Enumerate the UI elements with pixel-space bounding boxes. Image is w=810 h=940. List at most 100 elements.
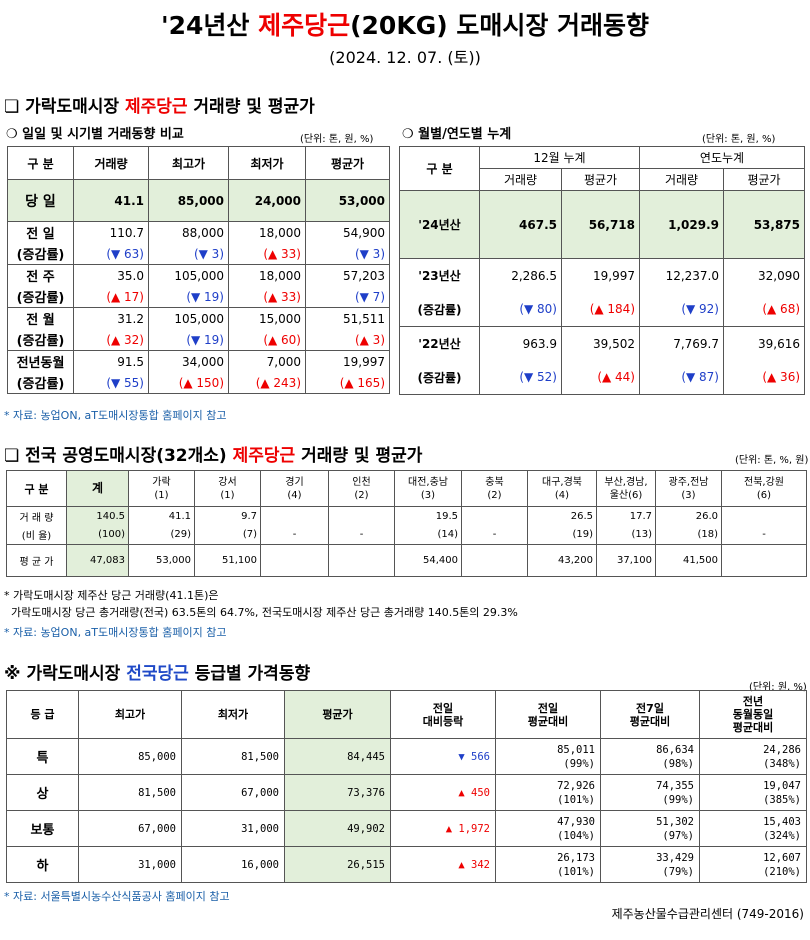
decrease-value: (▼ 19) — [148, 329, 229, 351]
volume-cell: 140.5 — [66, 506, 129, 526]
row-value: 34,000 — [148, 350, 229, 372]
section2-source: * 자료: 농업ON, aT도매시장통합 홈페이지 참고 — [4, 626, 227, 639]
prev-week-compare: 33,429 (79%) — [600, 846, 700, 883]
col-header: 등 급 — [6, 690, 79, 739]
max-price: 67,000 — [78, 810, 182, 847]
national-market-table: 구 분 계 가락 (1) 강서 (1) 경기 (4) 인천 (2) 대전,충남 (3) 충북 (2) 대구… — [6, 470, 807, 577]
col-header: 전일 대비등락 — [390, 690, 496, 739]
group-header-year: 연도누계 — [638, 146, 806, 169]
col-header: 구 분 — [6, 470, 67, 507]
ratio-cell: (100) — [66, 525, 129, 545]
change-row: (증감률) (▲ 32) (▼ 19) (▲ 60) (▲ 3) — [7, 329, 390, 351]
volume-cell: 17.7 — [596, 506, 656, 526]
row-label: 거 래 량 — [6, 506, 67, 526]
market-count: (2) — [354, 489, 369, 501]
compare-percent: (101%) — [557, 793, 595, 806]
change-row: (증감률) (▼ 52) (▲ 44) (▼ 87) (▲ 36) — [399, 360, 806, 395]
market-count: (6) — [756, 489, 772, 501]
region-header: 가락 (1) — [128, 470, 195, 507]
region-name: 광주,전남 — [668, 476, 709, 488]
increase-value: (▲ 184) — [561, 292, 640, 327]
volume-cell — [260, 506, 329, 526]
increase-value: (▲ 68) — [722, 292, 806, 327]
increase-value: (▲ 165) — [305, 372, 390, 394]
compare-price: 74,355 — [656, 779, 694, 792]
compare-price: 86,634 — [656, 743, 694, 756]
ratio-cell: - — [328, 525, 395, 545]
prev-year-compare: 19,047 (385%) — [699, 774, 807, 811]
volume-cell: 41.1 — [128, 506, 195, 526]
row-value: 31.2 — [73, 307, 149, 329]
year-row: '23년산 2,286.5 19,997 12,237.0 32,090 — [399, 258, 806, 293]
ratio-cell: - — [260, 525, 329, 545]
row-value: 15,000 — [228, 307, 306, 329]
row-label: 전 일 — [7, 221, 74, 243]
compare-percent: (97%) — [662, 829, 694, 842]
market-count: (4) — [554, 489, 570, 501]
change-row: (증감률) (▼ 80) (▲ 184) (▼ 92) (▲ 68) — [399, 292, 806, 327]
market-count: (3) — [420, 489, 436, 501]
compare-percent: (104%) — [557, 829, 595, 842]
prev-day-compare: 26,173 (101%) — [495, 846, 601, 883]
row-value: 110.7 — [73, 221, 149, 243]
prev-day-compare: 47,930 (104%) — [495, 810, 601, 847]
row-value: 32,090 — [722, 258, 806, 293]
row-value: 7,000 — [228, 350, 306, 372]
current-month-volume: 467.5 — [479, 190, 562, 259]
avg-cell — [721, 544, 807, 577]
row-label: '23년산 — [399, 258, 480, 293]
ratio-cell: (13) — [596, 525, 656, 545]
footer-credit: 제주농산물수급관리센터 (749-2016) — [611, 907, 804, 921]
region-header: 부산,경남, 울산(6) — [596, 470, 656, 507]
grade-label: 보통 — [6, 810, 79, 847]
row-label: '22년산 — [399, 326, 480, 361]
col-header: 최저가 — [181, 690, 285, 739]
col-header: 전일 평균대비 — [495, 690, 601, 739]
row-value: 12,237.0 — [639, 258, 724, 293]
decrease-value: (▼ 7) — [305, 286, 390, 308]
comparison-row: 전 주 35.0 105,000 18,000 57,203 — [7, 264, 390, 286]
comparison-row: 전 일 110.7 88,000 18,000 54,900 — [7, 221, 390, 243]
compare-price: 72,926 — [557, 779, 595, 792]
region-name: 부산,경남, — [604, 476, 648, 488]
min-price: 16,000 — [181, 846, 285, 883]
max-price: 85,000 — [78, 738, 182, 775]
region-header: 인천 (2) — [328, 470, 395, 507]
section1-note: * 자료: 농업ON, aT도매시장통합 홈페이지 참고 — [4, 409, 227, 422]
row-label: 전 주 — [7, 264, 74, 286]
increase-value: ▲ 342 — [390, 846, 496, 883]
row-value: 963.9 — [479, 326, 562, 361]
avg-cell: 47,083 — [66, 544, 129, 577]
col-header: 전년 동월동일 평균대비 — [699, 690, 807, 739]
grade-label: 상 — [6, 774, 79, 811]
min-price: 31,000 — [181, 810, 285, 847]
compare-percent: (101%) — [557, 865, 595, 878]
row-value: 91.5 — [73, 350, 149, 372]
today-volume: 41.1 — [73, 179, 149, 222]
row-value: 39,502 — [561, 326, 640, 361]
decrease-value: (▼ 87) — [639, 360, 724, 395]
region-header: 충북 (2) — [461, 470, 528, 507]
col-header: 평균가 — [284, 690, 391, 739]
today-max: 85,000 — [148, 179, 229, 222]
prev-year-compare: 15,403 (324%) — [699, 810, 807, 847]
row-label: 전 월 — [7, 307, 74, 329]
group-header-month: 12월 누계 — [479, 146, 640, 169]
current-row: '24년산 467.5 56,718 1,029.9 53,875 — [399, 190, 806, 259]
max-price: 31,000 — [78, 846, 182, 883]
ratio-cell: (7) — [194, 525, 261, 545]
region-name: 경기 — [285, 476, 304, 488]
volume-cell — [461, 506, 528, 526]
ratio-cell: - — [721, 525, 807, 545]
compare-price: 19,047 — [763, 779, 801, 792]
increase-value: ▲ 1,972 — [390, 810, 496, 847]
row-value: 2,286.5 — [479, 258, 562, 293]
col-header: 거래량 — [479, 168, 562, 191]
change-label: (증감률) — [7, 329, 74, 351]
row-value: 105,000 — [148, 264, 229, 286]
row-label: (비 율) — [6, 525, 67, 545]
compare-price: 33,429 — [656, 851, 694, 864]
increase-value: (▲ 150) — [148, 372, 229, 394]
today-row: 당 일 41.1 85,000 24,000 53,000 — [7, 179, 390, 222]
avg-price: 49,902 — [284, 810, 391, 847]
